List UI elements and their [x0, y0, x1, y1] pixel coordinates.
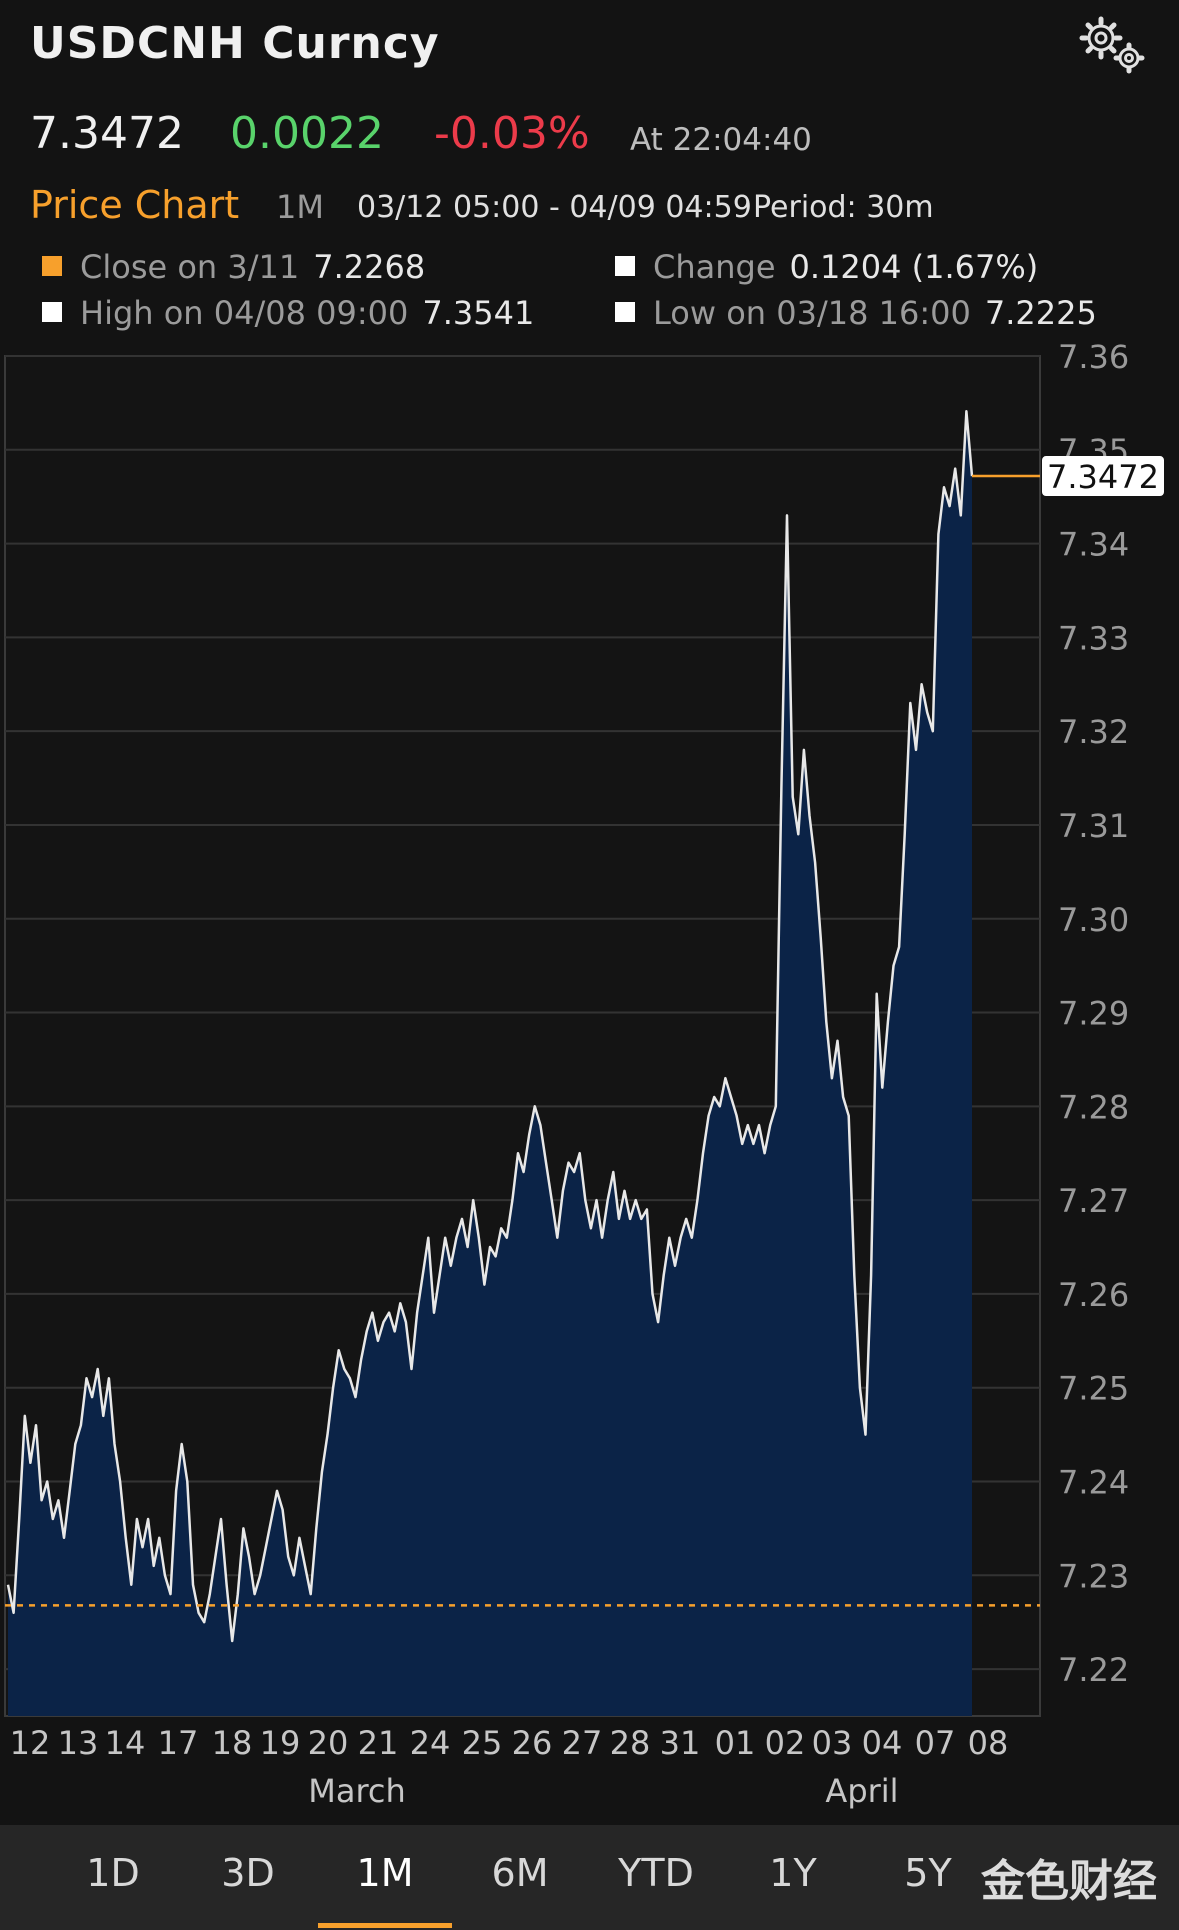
legend-high-label: High on 04/08 09:00 [80, 294, 409, 332]
x-tick-label: 04 [862, 1724, 903, 1762]
y-tick-label: 7.34 [1058, 526, 1129, 564]
y-tick-label: 7.27 [1058, 1182, 1129, 1220]
x-month-label: April [825, 1772, 898, 1810]
y-tick-label: 7.28 [1058, 1088, 1129, 1126]
tab-1m[interactable]: 1M [356, 1851, 414, 1895]
tab-1d[interactable]: 1D [86, 1851, 140, 1895]
page-title: USDCNH Curncy [30, 18, 440, 69]
x-tick-label: 27 [562, 1724, 603, 1762]
legend-change-value: 0.1204 (1.67%) [789, 248, 1039, 286]
legend-low: Low on 03/18 16:00 7.2225 [615, 294, 1097, 332]
price-area-fill [8, 411, 972, 1716]
net-change: 0.0022 [230, 108, 384, 159]
x-tick-label: 14 [105, 1724, 146, 1762]
tab-6m[interactable]: 6M [491, 1851, 549, 1895]
x-tick-label: 01 [715, 1724, 756, 1762]
watermark: 金色财经 [981, 1856, 1157, 1907]
percent-change: -0.03% [434, 108, 590, 159]
x-tick-label: 07 [915, 1724, 956, 1762]
chart-range: 1M [276, 188, 324, 226]
legend-change: Change 0.1204 (1.67%) [615, 248, 1038, 286]
x-tick-label: 08 [968, 1724, 1009, 1762]
last-price-tag [1042, 456, 1164, 497]
legend-change-swatch [615, 256, 635, 276]
legend-close-swatch [42, 256, 62, 276]
x-tick-label: 21 [358, 1724, 399, 1762]
y-tick-label: 7.31 [1058, 807, 1129, 845]
x-tick-label: 26 [512, 1724, 553, 1762]
y-tick-label: 7.30 [1058, 901, 1129, 939]
tab-5y[interactable]: 5Y [904, 1851, 952, 1895]
tab-1y[interactable]: 1Y [769, 1851, 817, 1895]
legend-low-label: Low on 03/18 16:00 [653, 294, 971, 332]
legend-change-label: Change [653, 248, 776, 286]
x-tick-label: 03 [812, 1724, 853, 1762]
legend-high-swatch [42, 302, 62, 322]
x-tick-label: 02 [765, 1724, 806, 1762]
x-month-label: March [308, 1772, 406, 1810]
x-tick-label: 28 [610, 1724, 651, 1762]
tab-ytd[interactable]: YTD [618, 1851, 694, 1895]
legend-low-value: 7.2225 [984, 294, 1097, 332]
y-tick-label: 7.25 [1058, 1370, 1129, 1408]
range-tab-bar: 1D 3D 1M 6M YTD 1Y 5Y [0, 1825, 1179, 1930]
y-tick-label: 7.36 [1058, 340, 1129, 376]
price-chart[interactable]: 7.367.357.347.337.327.317.307.297.287.27… [0, 340, 1179, 1825]
x-tick-label: 25 [462, 1724, 503, 1762]
price-line [6, 410, 974, 1643]
legend-high: High on 04/08 09:00 7.3541 [42, 294, 534, 332]
legend-low-swatch [615, 302, 635, 322]
x-tick-label: 31 [660, 1724, 701, 1762]
x-tick-label: 17 [158, 1724, 199, 1762]
legend-close-value: 7.2268 [313, 248, 426, 286]
y-tick-label: 7.24 [1058, 1464, 1129, 1502]
legend-close-label: Close on 3/11 [80, 248, 300, 286]
tab-3d[interactable]: 3D [221, 1851, 275, 1895]
settings-gear-icon[interactable] [1075, 14, 1151, 76]
y-tick-label: 7.23 [1058, 1557, 1129, 1595]
x-tick-label: 19 [260, 1724, 301, 1762]
chart-period: Period: 30m [753, 190, 934, 225]
x-tick-label: 24 [410, 1724, 451, 1762]
y-tick-label: 7.33 [1058, 619, 1129, 657]
last-price-tag-label: 7.3472 [1047, 458, 1159, 496]
legend-high-value: 7.3541 [422, 294, 535, 332]
chart-date-range: 03/12 05:00 - 04/09 04:59 [357, 190, 752, 225]
y-tick-label: 7.26 [1058, 1276, 1129, 1314]
price-chart-title: Price Chart [30, 183, 240, 227]
y-tick-label: 7.32 [1058, 713, 1129, 751]
y-tick-label: 7.22 [1058, 1651, 1129, 1689]
x-tick-label: 18 [212, 1724, 253, 1762]
x-tick-label: 20 [308, 1724, 349, 1762]
legend-close: Close on 3/11 7.2268 [42, 248, 425, 286]
x-tick-label: 13 [58, 1724, 99, 1762]
y-tick-label: 7.29 [1058, 995, 1129, 1033]
quote-time: At 22:04:40 [630, 122, 812, 158]
last-price: 7.3472 [30, 108, 184, 159]
active-tab-underline [318, 1923, 452, 1928]
x-tick-label: 12 [10, 1724, 51, 1762]
